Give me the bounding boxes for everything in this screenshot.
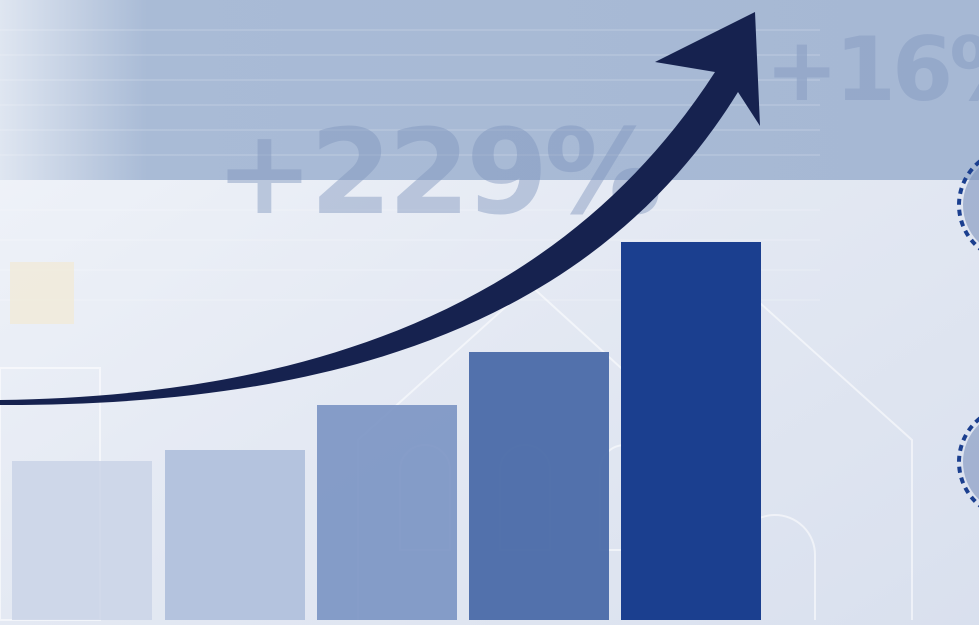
bar xyxy=(12,461,152,620)
bars xyxy=(12,242,761,620)
tile xyxy=(10,262,74,324)
growth-arrow xyxy=(0,12,760,406)
side-badges xyxy=(957,159,979,508)
bar xyxy=(621,242,761,620)
small-stat: +16% xyxy=(765,18,979,121)
bar xyxy=(165,450,305,620)
bar xyxy=(469,352,609,620)
bar xyxy=(317,405,457,620)
top-band xyxy=(0,0,979,180)
faint-lines xyxy=(0,29,820,301)
